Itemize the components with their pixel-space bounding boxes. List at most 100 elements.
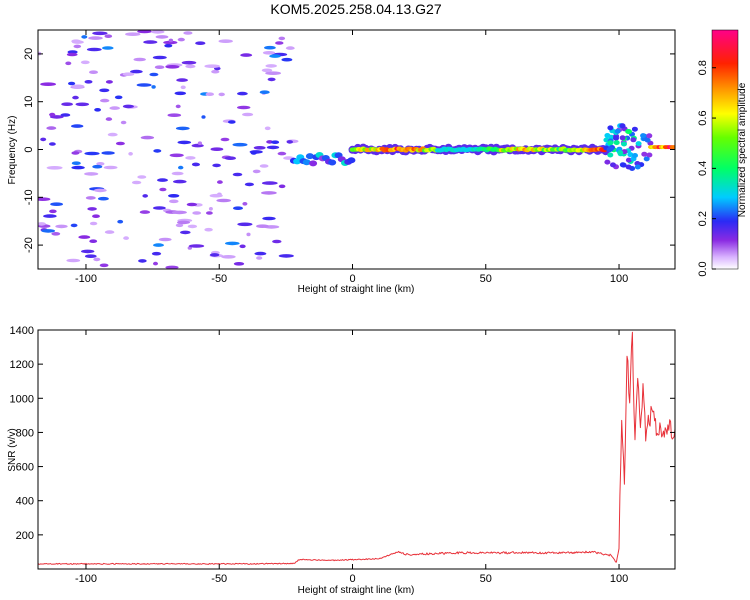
spectrogram-cell bbox=[607, 125, 614, 131]
spectrogram-cell bbox=[643, 156, 650, 162]
snr-x-tick-label: -100 bbox=[75, 573, 97, 585]
snr-y-tick-label: 400 bbox=[16, 496, 34, 508]
spectrogram-cell bbox=[237, 222, 253, 227]
spectrogram-cell bbox=[191, 143, 204, 148]
spectrogram-cell bbox=[216, 198, 231, 203]
spectrogram-cell bbox=[43, 214, 57, 218]
spectrogram-cell bbox=[130, 69, 143, 74]
spectrogram-cell bbox=[92, 31, 108, 36]
spectrogram-cell bbox=[70, 223, 78, 228]
snr-x-tick-label: -50 bbox=[211, 573, 227, 585]
colorbar-label: Normalized spectral amplitude bbox=[737, 82, 748, 217]
spectrogram-cell bbox=[65, 61, 72, 66]
spectrogram-cell bbox=[244, 182, 254, 187]
spectrogram-cell bbox=[177, 140, 192, 145]
spectrogram-cell bbox=[625, 157, 632, 163]
snr-y-tick-label: 1200 bbox=[10, 359, 34, 371]
spectrogram-cell bbox=[272, 239, 282, 244]
spectrogram-cell bbox=[262, 216, 276, 221]
spectrogram-cell bbox=[305, 153, 314, 160]
spectrogram-cell bbox=[225, 241, 240, 246]
spectrogram-y-tick-label: 10 bbox=[23, 96, 35, 108]
spectrogram-cell bbox=[60, 113, 71, 117]
spectrogram-cell bbox=[46, 126, 57, 130]
spectrogram-cell bbox=[185, 64, 196, 69]
snr-panel: -100 -50 0 50 100 200 400 600 800 1000 1200 1400 He… bbox=[7, 325, 676, 596]
spectrogram-cell bbox=[38, 222, 46, 226]
spectrogram-cell bbox=[217, 180, 223, 184]
spectrogram-cell bbox=[71, 151, 80, 155]
spectrogram-cell bbox=[68, 81, 76, 86]
spectrogram-cell bbox=[71, 40, 84, 44]
snr-frame bbox=[37, 329, 676, 570]
spectrogram-cell bbox=[139, 210, 151, 214]
spectrogram-cell bbox=[309, 160, 318, 167]
spectrogram-cell bbox=[197, 141, 202, 145]
spectrogram-cell bbox=[97, 196, 109, 201]
spectrogram-cell bbox=[93, 188, 107, 193]
spectrogram-cell bbox=[187, 224, 198, 229]
spectrogram-cell bbox=[89, 70, 98, 74]
spectrogram-cell bbox=[644, 137, 651, 143]
spectrogram-cell bbox=[104, 34, 113, 38]
spectrogram-cell bbox=[165, 65, 180, 69]
spectrogram-cell bbox=[239, 244, 246, 249]
spectrogram-cell bbox=[46, 166, 63, 170]
spectrogram-cell bbox=[614, 128, 621, 134]
colorbar-tick-label: 0.8 bbox=[697, 60, 709, 75]
snr-x-tick-label: 0 bbox=[349, 573, 355, 585]
spectrogram-cell bbox=[169, 199, 179, 204]
spectrogram-cell bbox=[38, 197, 51, 201]
spectrogram-cell bbox=[137, 30, 152, 34]
spectrogram-cell bbox=[233, 206, 243, 210]
spectrogram-cell bbox=[256, 256, 263, 260]
snr-axes: -100 -50 0 50 100 200 400 600 800 1000 1200 1400 bbox=[10, 325, 675, 585]
spectrogram-cell bbox=[625, 164, 632, 170]
spectrogram-cell bbox=[99, 263, 109, 268]
spectrogram-cell bbox=[93, 257, 101, 262]
spectrogram-cell bbox=[94, 108, 101, 112]
snr-y-tick-label: 800 bbox=[16, 427, 34, 439]
spectrogram-cell bbox=[242, 112, 254, 117]
spectrogram-cell bbox=[75, 102, 90, 107]
spectrogram-cell bbox=[619, 135, 626, 141]
spectrogram-cell bbox=[347, 157, 356, 164]
spectrogram-cell bbox=[204, 227, 213, 232]
colorbar: 0.0 0.2 0.4 0.6 0.8 Normalized spectral ampl… bbox=[697, 29, 748, 277]
spectrogram-cell bbox=[66, 258, 81, 263]
spectrogram-cell bbox=[607, 152, 614, 158]
spectrogram-cell bbox=[105, 80, 113, 84]
spectrogram-cell bbox=[278, 184, 286, 189]
spectrogram-cell bbox=[50, 202, 63, 206]
spectrogram-cell bbox=[159, 187, 167, 192]
spectrogram-cell bbox=[92, 164, 103, 169]
spectrogram-cell bbox=[613, 140, 620, 146]
spectrogram-cell bbox=[205, 92, 214, 96]
spectrogram-cell bbox=[632, 153, 638, 158]
spectrogram-cell bbox=[237, 91, 248, 96]
spectrogram-cell bbox=[176, 78, 189, 82]
spectrogram-cell bbox=[204, 64, 220, 68]
spectrogram-cell bbox=[128, 152, 133, 156]
snr-y-tick-label: 600 bbox=[16, 462, 34, 474]
spectrogram-cell bbox=[168, 38, 174, 43]
spectrogram-cell bbox=[232, 142, 248, 147]
spectrogram-cell bbox=[265, 64, 278, 68]
spectrogram-cell bbox=[619, 123, 626, 129]
spectrogram-cell bbox=[153, 243, 164, 247]
spectrogram-cell bbox=[153, 206, 166, 210]
spectrogram-cell bbox=[177, 220, 190, 225]
spectrogram-cell bbox=[261, 191, 277, 195]
spectrogram-cell bbox=[137, 175, 147, 179]
spectrogram-cell bbox=[85, 196, 96, 200]
spectrogram-cell bbox=[99, 88, 110, 93]
colorbar-frame bbox=[711, 29, 739, 270]
spectrogram-cell bbox=[71, 84, 85, 89]
spectrogram-cell bbox=[218, 92, 225, 97]
spectrogram-cell bbox=[265, 71, 281, 75]
spectrogram-cell bbox=[626, 129, 632, 135]
spectrogram-y-tick-label: 20 bbox=[23, 48, 35, 60]
spectrogram-cell bbox=[84, 254, 97, 258]
spectrogram-cells bbox=[38, 30, 675, 269]
spectrogram-cell bbox=[188, 244, 205, 248]
